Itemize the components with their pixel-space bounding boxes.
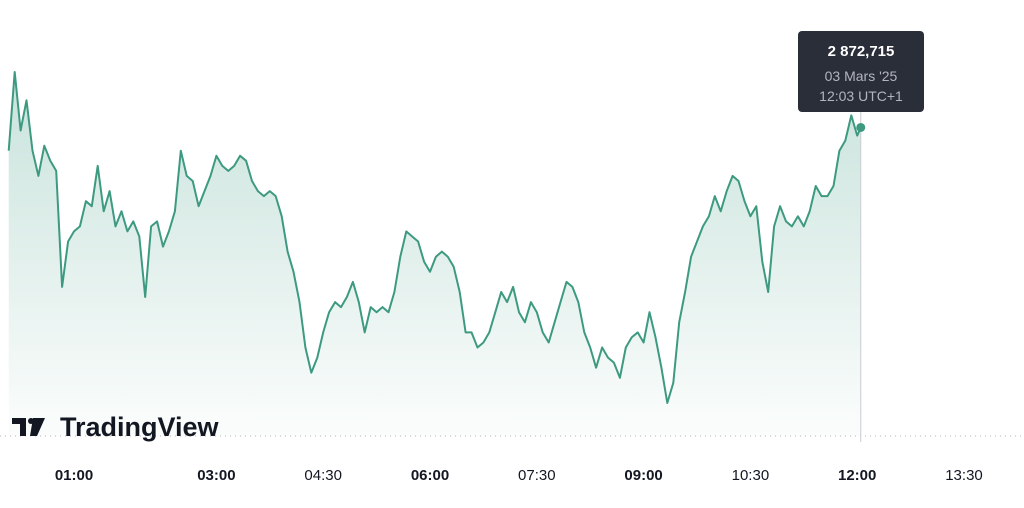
tooltip-time: 12:03 UTC+1 [819,88,903,104]
area [8,72,861,436]
tooltip: 2 872,715 03 Mars '25 12:03 UTC+1 [798,31,924,112]
x-tick-label: 03:00 [197,467,235,484]
x-tick-label: 04:30 [304,467,342,484]
logo-icon-dot [28,418,34,424]
price-line [7,71,862,404]
logo-icon [12,418,45,436]
x-tick-label: 07:30 [518,467,556,484]
x-tick-label: 13:30 [945,467,983,484]
last-point [856,122,866,132]
x-tick-label: 01:00 [55,467,93,484]
logo: TradingView [12,412,220,442]
tooltip-box [798,31,924,112]
x-tick-label: 06:00 [411,467,449,484]
logo-text: TradingView [60,412,220,442]
x-tick-label: 10:30 [732,467,770,484]
x-tick-label: 09:00 [624,467,662,484]
plot-area [7,71,866,442]
x-tick-label: 12:00 [838,467,876,484]
tooltip-date: 03 Mars '25 [825,68,898,84]
tooltip-value: 2 872,715 [828,43,895,60]
